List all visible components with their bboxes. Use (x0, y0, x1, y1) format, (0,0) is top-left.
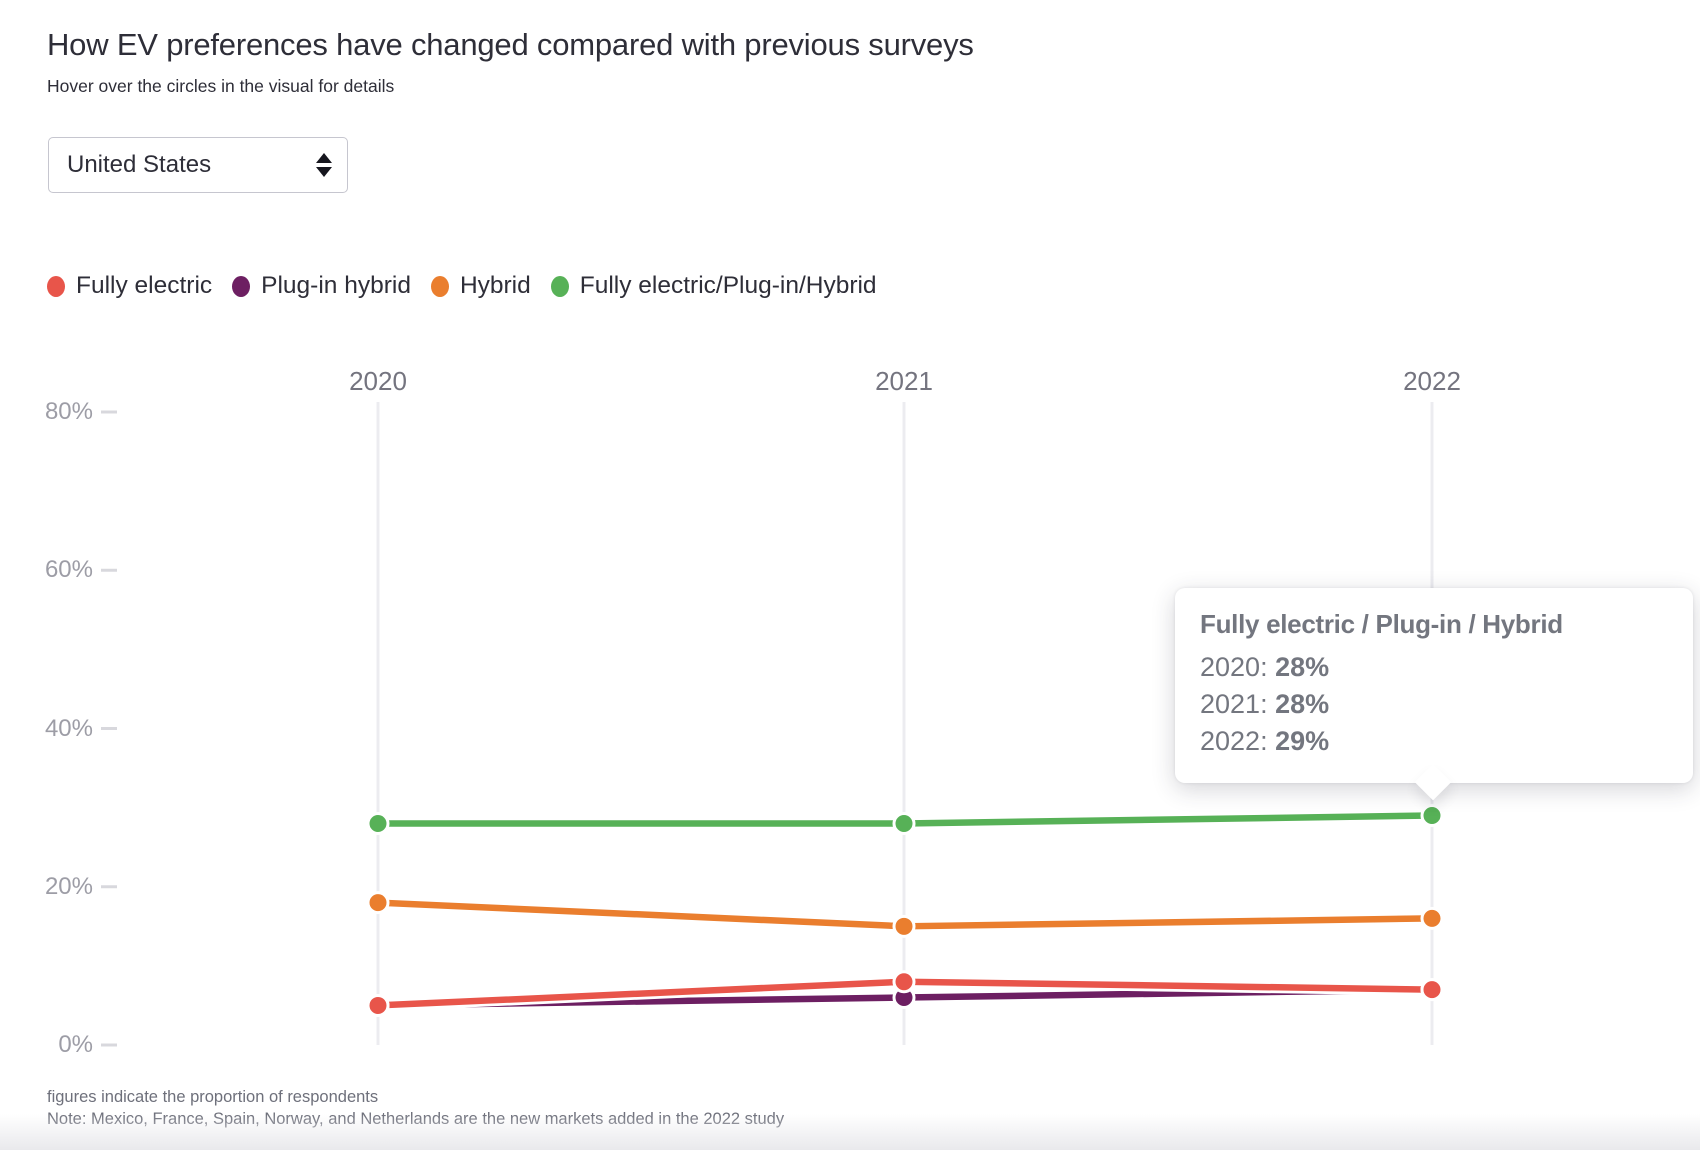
country-select-value: United States (67, 151, 212, 178)
data-point-fully-electric-2020[interactable] (366, 993, 390, 1017)
legend-item-plug-in-hybrid: Plug-in hybrid (232, 272, 411, 300)
ytick-label-80: 80% (44, 398, 93, 425)
page-title: How EV preferences have changed compared… (47, 27, 974, 62)
data-point-fully-electric-2021[interactable] (892, 970, 916, 994)
tooltip-row-2021: 2021: 28% (1200, 689, 1330, 719)
country-select[interactable]: United States (48, 137, 348, 193)
legend-dot-plug-in-hybrid (232, 275, 251, 297)
ytick-label-60: 60% (44, 556, 93, 584)
legend-dot-fully-electric-plug-in-hybrid (550, 275, 569, 297)
ytick-label-40: 40% (44, 714, 93, 742)
footnote-line2: Note: Mexico, France, Spain, Norway, and… (47, 1110, 785, 1128)
ytick-label-0: 0% (58, 1031, 93, 1058)
legend-label-hybrid: Hybrid (459, 272, 531, 299)
legend-item-fully-electric-plug-in-hybrid: Fully electric/Plug-in/Hybrid (550, 272, 877, 300)
data-point-fully-electric-plug-in-hybrid-2021[interactable] (892, 811, 916, 835)
legend-dot-fully-electric (47, 275, 65, 297)
year-label-2020: 2020 (349, 366, 407, 396)
legend-item-hybrid: Hybrid (430, 272, 531, 300)
year-label-2022: 2022 (1403, 366, 1461, 396)
tooltip-row-2020: 2020: 28% (1200, 652, 1330, 682)
legend-dot-hybrid (430, 275, 449, 297)
data-point-fully-electric-2022[interactable] (1420, 978, 1444, 1002)
data-point-fully-electric-plug-in-hybrid-2020[interactable] (366, 811, 390, 835)
legend-label-fully-electric: Fully electric (76, 272, 213, 299)
page-subtitle: Hover over the circles in the visual for… (47, 76, 395, 96)
legend-label-fully-electric-plug-in-hybrid: Fully electric/Plug-in/Hybrid (579, 272, 877, 299)
tooltip-row-2022: 2022: 29% (1200, 726, 1330, 756)
select-up-down-icon (316, 153, 332, 177)
data-point-hybrid-2020[interactable] (366, 891, 390, 915)
data-point-hybrid-2021[interactable] (892, 914, 916, 938)
footnote-line1: figures indicate the proportion of respo… (47, 1088, 379, 1106)
legend-item-fully-electric: Fully electric (47, 272, 212, 300)
year-label-2021: 2021 (875, 366, 933, 396)
tooltip-rows: 2020: 28% 2021: 28% 2022: 29% (1200, 649, 1677, 760)
tooltip-title: Fully electric / Plug-in / Hybrid (1200, 609, 1563, 639)
chart-legend: Fully electric Plug-in hybrid Hybrid Fully … (47, 272, 877, 300)
legend-label-plug-in-hybrid: Plug-in hybrid (261, 272, 411, 299)
ytick-label-20: 20% (44, 872, 93, 900)
data-point-hybrid-2022[interactable] (1420, 906, 1444, 930)
data-point-fully-electric-plug-in-hybrid-2022[interactable] (1420, 804, 1444, 828)
tooltip: Fully electric / Plug-in / Hybrid 2020: … (1175, 588, 1693, 801)
